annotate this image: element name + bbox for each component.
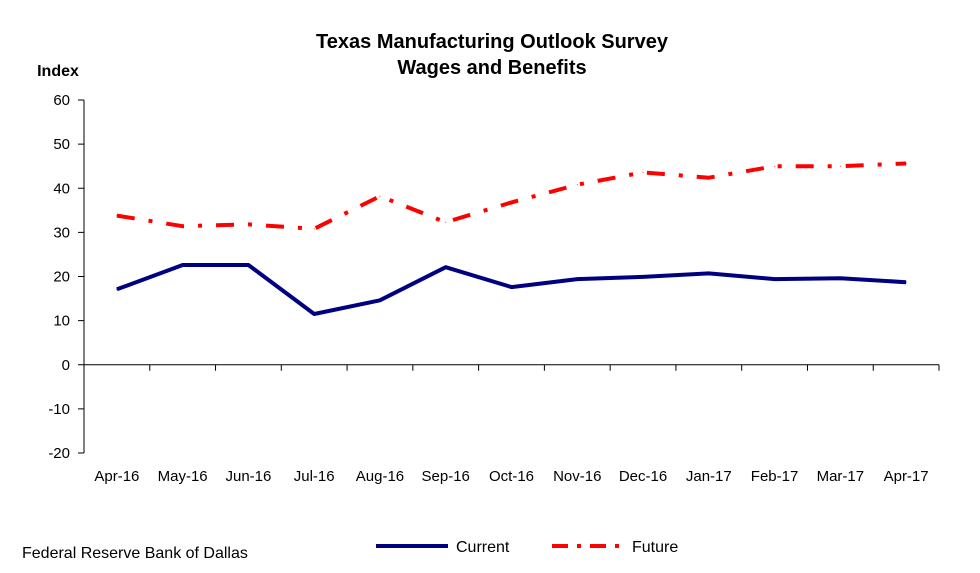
x-tick-label: Sep-16 bbox=[422, 468, 470, 485]
data-point-future bbox=[313, 228, 315, 230]
data-point-current bbox=[116, 288, 118, 290]
series-line-future bbox=[116, 161, 907, 231]
y-tick-label: 40 bbox=[53, 180, 70, 197]
x-tick-label: Mar-17 bbox=[817, 468, 865, 485]
legend-label-future: Future bbox=[632, 539, 678, 556]
chart-title: Texas Manufacturing Outlook Survey bbox=[316, 31, 669, 53]
series-lines bbox=[116, 161, 907, 316]
series-line-current bbox=[116, 263, 907, 316]
data-point-current bbox=[511, 286, 512, 288]
data-point-current bbox=[708, 272, 710, 274]
data-point-future bbox=[708, 177, 710, 179]
legend: Current Future bbox=[376, 539, 678, 556]
data-point-future bbox=[247, 223, 249, 225]
data-point-future bbox=[642, 171, 644, 173]
y-tick-label: -20 bbox=[48, 445, 70, 462]
data-point-current bbox=[379, 299, 381, 301]
y-axis-label: Index bbox=[37, 63, 79, 80]
legend-label-current: Current bbox=[456, 539, 510, 556]
data-point-future bbox=[576, 184, 578, 186]
x-tick-label: May-16 bbox=[158, 468, 208, 485]
y-tick-label: 50 bbox=[53, 136, 70, 153]
data-point-future bbox=[839, 165, 841, 167]
chart-subtitle: Wages and Benefits bbox=[397, 57, 586, 79]
data-point-future bbox=[905, 163, 907, 165]
x-tick-label: Apr-16 bbox=[94, 468, 139, 485]
data-point-future bbox=[182, 225, 184, 227]
data-point-current bbox=[839, 277, 841, 279]
x-tick-label: Aug-16 bbox=[356, 468, 404, 485]
x-tick-labels: Apr-16 May-16 Jun-16 Jul-16 Aug-16 Sep-16 Oct-… bbox=[94, 468, 928, 485]
data-point-current bbox=[576, 278, 578, 280]
data-point-current bbox=[247, 264, 249, 266]
data-point-current bbox=[182, 264, 184, 266]
data-point-current bbox=[774, 278, 776, 280]
y-tick-label: 20 bbox=[53, 269, 70, 286]
y-tick-label: -10 bbox=[48, 401, 70, 418]
data-point-current bbox=[905, 281, 907, 283]
data-point-future bbox=[445, 221, 447, 223]
y-tick-label: 60 bbox=[53, 92, 70, 109]
x-tick-label: Oct-16 bbox=[489, 468, 534, 485]
y-tick-label: 10 bbox=[53, 313, 70, 330]
y-tick-label: 30 bbox=[53, 224, 70, 241]
data-point-current bbox=[313, 313, 315, 315]
x-tick-label: Jul-16 bbox=[294, 468, 335, 485]
data-point-current bbox=[642, 276, 644, 278]
data-point-future bbox=[379, 195, 381, 197]
axes bbox=[78, 99, 940, 454]
x-tick-label: Apr-17 bbox=[884, 468, 929, 485]
x-tick-label: Feb-17 bbox=[751, 468, 799, 485]
data-point-future bbox=[116, 215, 118, 217]
data-point-current bbox=[445, 266, 447, 268]
x-tick-label: Nov-16 bbox=[553, 468, 601, 485]
x-tick-label: Dec-16 bbox=[619, 468, 667, 485]
source-note: Federal Reserve Bank of Dallas bbox=[22, 545, 248, 562]
x-tick-label: Jan-17 bbox=[686, 468, 732, 485]
x-tick-label: Jun-16 bbox=[225, 468, 271, 485]
y-tick-labels: 60 50 40 30 20 10 0 -10 -20 bbox=[48, 92, 70, 462]
y-tick-label: 0 bbox=[62, 357, 70, 374]
data-point-future bbox=[774, 165, 776, 167]
data-point-future bbox=[511, 201, 512, 203]
